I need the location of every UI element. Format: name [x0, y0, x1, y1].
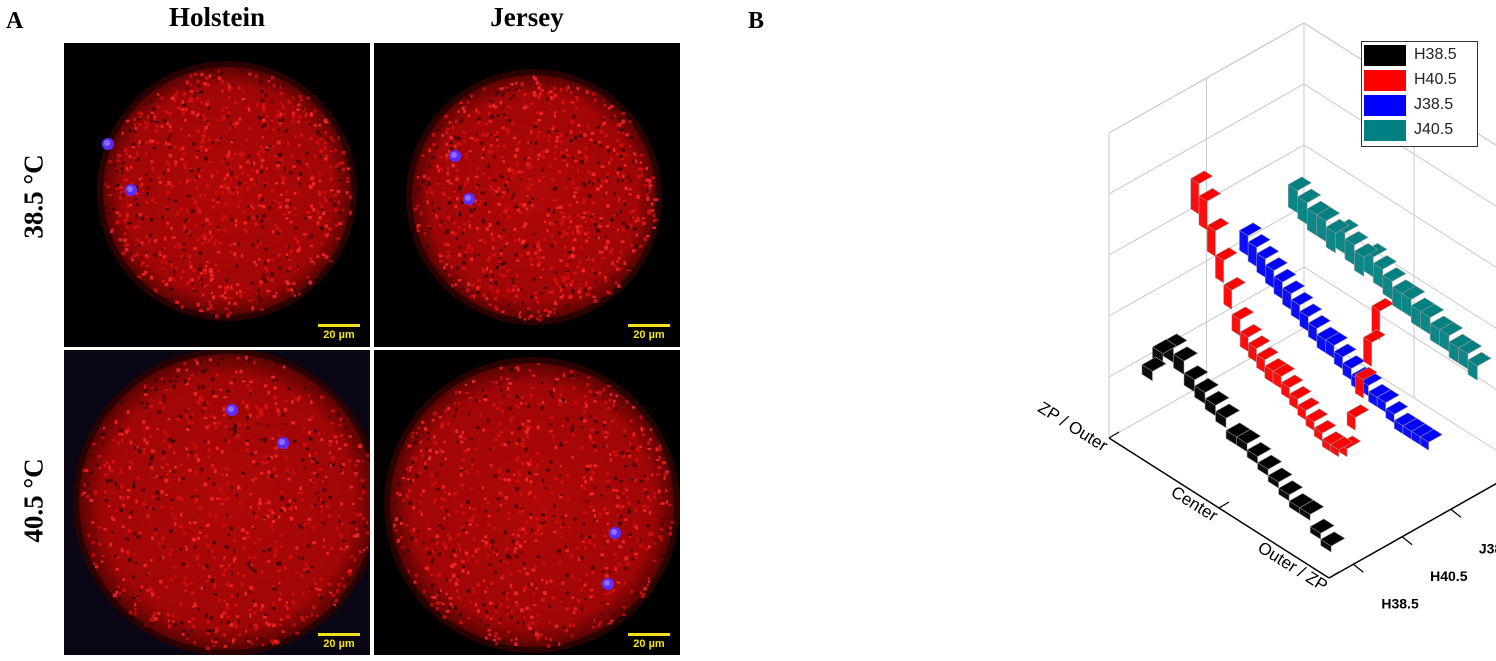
legend-swatch — [1364, 70, 1406, 91]
oocyte-jersey-38-5 — [406, 69, 662, 325]
data-point-edge — [1309, 526, 1321, 540]
series-group — [1141, 170, 1492, 553]
data-point-edge — [1257, 462, 1269, 477]
data-point-edge — [1316, 334, 1326, 354]
data-point-edge — [1141, 364, 1153, 382]
y-tick — [1450, 508, 1462, 518]
oocyte-holstein-40-5 — [64, 350, 370, 655]
data-point-edge — [1320, 538, 1332, 553]
data-point-edge — [1215, 411, 1227, 429]
data-point-edge — [1231, 314, 1241, 337]
x-tick-label: Outer / ZP — [1254, 538, 1331, 596]
data-point-edge — [1239, 331, 1249, 353]
data-point-edge — [1246, 449, 1258, 465]
data-point-edge — [1288, 500, 1300, 515]
data-point-edge — [1215, 254, 1224, 284]
data-point-edge — [1313, 427, 1323, 442]
data-point-edge — [1198, 195, 1208, 231]
chart-legend: H38.5 H40.5 J38.5 J40.5 — [1361, 41, 1478, 147]
series-j38-5 — [1238, 222, 1443, 451]
x-tick — [1218, 501, 1230, 509]
legend-item-h40-5: H40.5 — [1364, 69, 1474, 92]
data-point-edge — [1342, 362, 1352, 381]
data-point-edge — [1346, 411, 1356, 431]
oocyte-holstein-38-5 — [97, 61, 357, 321]
row-header-38-5: 38.5 °C — [18, 154, 49, 239]
data-point-edge — [1223, 284, 1233, 310]
x-tick-label: Center — [1168, 482, 1222, 525]
micrograph-holstein-40-5: 20 µm — [64, 350, 370, 655]
x-tick — [1328, 571, 1340, 579]
data-point-edge — [1289, 393, 1298, 411]
legend-item-h38-5: H38.5 — [1364, 44, 1474, 67]
data-point-edge — [1190, 178, 1200, 215]
legend-item-j38-5: J38.5 — [1364, 94, 1474, 117]
data-point-edge — [1280, 382, 1290, 400]
legend-label: H38.5 — [1414, 46, 1457, 63]
data-point-edge — [1305, 416, 1315, 432]
data-point-edge — [1467, 359, 1478, 381]
legend-label: H40.5 — [1414, 71, 1457, 88]
data-point-edge — [1206, 225, 1216, 257]
scale-bar-label: 20 µm — [633, 329, 665, 341]
legend-label: J40.5 — [1414, 121, 1454, 138]
data-point-edge — [1173, 353, 1185, 376]
scale-bar-label: 20 µm — [323, 329, 355, 341]
oocyte-jersey-40-5 — [384, 357, 680, 653]
data-point-edge — [1322, 438, 1331, 453]
series-j40-5 — [1287, 176, 1492, 381]
x-tick-label: ZP / Outer — [1035, 398, 1112, 456]
data-point-edge — [1225, 429, 1237, 446]
y-tick-label: J38.5 — [1479, 540, 1496, 556]
series-h38-5 — [1141, 333, 1346, 553]
x-tick — [1108, 431, 1120, 439]
y-tick — [1401, 536, 1413, 546]
data-point-edge — [1287, 184, 1298, 214]
data-point-edge — [1297, 404, 1307, 421]
data-point-edge — [1267, 475, 1279, 489]
legend-swatch — [1364, 95, 1406, 116]
data-point-edge — [1204, 398, 1216, 417]
scale-bar-label: 20 µm — [323, 638, 355, 650]
legend-item-j40-5: J40.5 — [1364, 119, 1474, 142]
panel-a-letter: A — [6, 8, 24, 34]
data-point-edge — [1264, 365, 1274, 384]
data-point-edge — [1248, 342, 1257, 363]
data-point-edge — [1385, 408, 1395, 424]
data-point-edge — [1333, 351, 1343, 370]
panel-b-letter: B — [748, 8, 765, 34]
data-point-edge — [1256, 354, 1265, 374]
data-point-edge — [1299, 310, 1309, 332]
row-header-40-5: 40.5 °C — [18, 458, 49, 543]
data-point-edge — [1239, 229, 1249, 257]
data-point-edge — [1308, 322, 1318, 343]
series-h40-5 — [1190, 170, 1395, 458]
micrograph-jersey-40-5: 20 µm — [374, 350, 680, 655]
data-point-edge — [1194, 385, 1206, 405]
micrograph-holstein-38-5: 20 µm — [64, 43, 370, 347]
y-tick — [1353, 563, 1364, 573]
data-point-edge — [1183, 372, 1195, 393]
y-tick-label: H38.5 — [1381, 595, 1419, 611]
data-point-edge — [1278, 487, 1290, 502]
data-point-edge — [1394, 419, 1404, 435]
data-point-edge — [1368, 391, 1378, 408]
legend-swatch — [1364, 120, 1406, 141]
data-point-edge — [1363, 336, 1372, 368]
column-header-jersey: Jersey — [490, 2, 564, 32]
y-tick-label: H40.5 — [1430, 568, 1468, 584]
data-point-edge — [1354, 374, 1364, 399]
legend-swatch — [1364, 45, 1406, 66]
scale-bar-label: 20 µm — [633, 638, 665, 650]
micrograph-jersey-38-5: 20 µm — [374, 43, 680, 347]
legend-label: J38.5 — [1414, 96, 1454, 113]
column-header-holstein: Holstein — [168, 2, 265, 32]
